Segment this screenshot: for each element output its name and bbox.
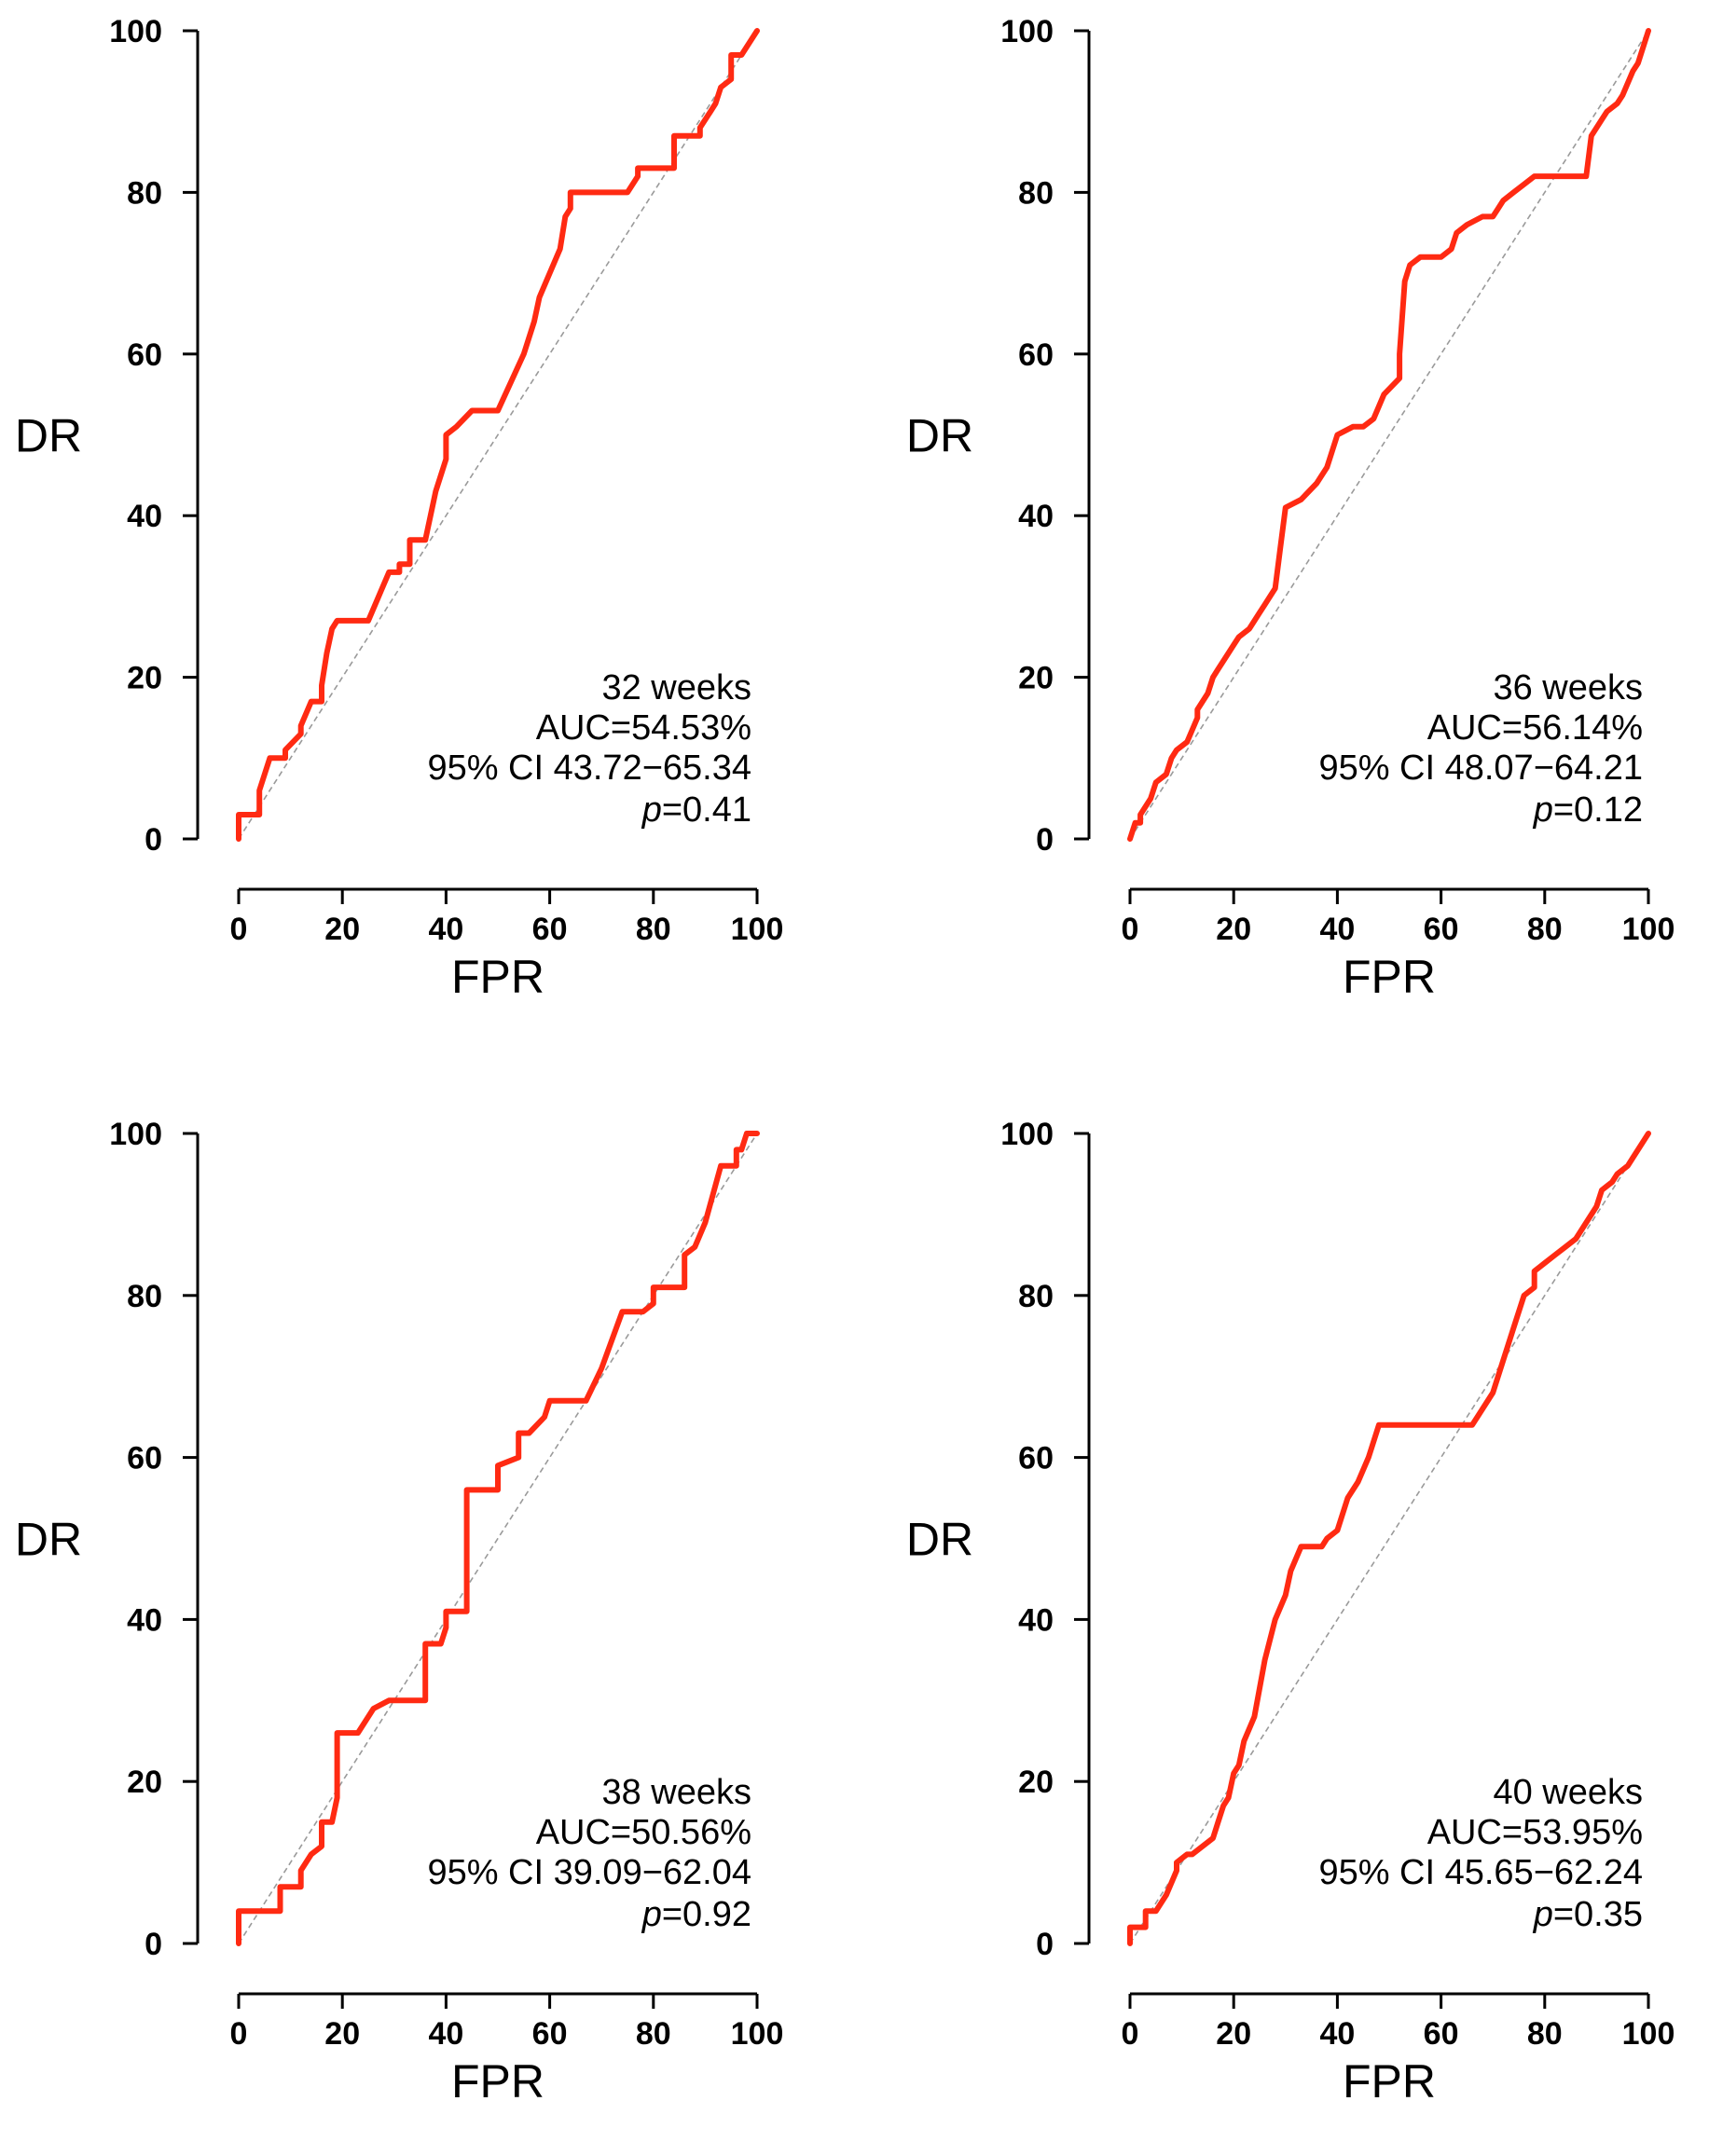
- annotation-weeks: 32 weeks: [601, 668, 751, 707]
- y-tick-label: 80: [127, 1279, 162, 1314]
- y-tick-label: 20: [127, 1765, 162, 1800]
- x-tick-label: 0: [230, 2016, 248, 2052]
- x-tick-label: 20: [1216, 2016, 1251, 2052]
- x-tick-label: 60: [532, 912, 568, 947]
- y-axis-title: DR: [15, 410, 82, 462]
- roc-panel-2: 0 20 40 60 80 100 0 20 40 60 80 100 DR FPR 36 weeksAUC…: [906, 14, 1675, 1003]
- y-axis-title: DR: [906, 1514, 973, 1566]
- reference-diagonal: [1129, 1133, 1649, 1944]
- x-tick-label: 0: [1122, 2016, 1139, 2052]
- y-tick-label: 60: [1018, 337, 1054, 373]
- y-tick-label: 80: [1018, 1279, 1054, 1314]
- roc-panel-1: 0 20 40 60 80 100 0 20 40 60 80 100 DR FPR 32 weeksAUC…: [15, 14, 783, 1003]
- annotation-p-value: p=0.12: [1533, 790, 1643, 830]
- roc-curve: [1127, 1131, 1651, 1946]
- y-tick-label: 40: [127, 499, 162, 534]
- reference-diagonal: [238, 30, 758, 840]
- x-tick-label: 100: [1622, 912, 1675, 947]
- p-value: =0.92: [662, 1895, 751, 1934]
- annotation-ci: 95% CI 45.65−62.24: [1318, 1853, 1643, 1892]
- annotation-weeks: 40 weeks: [1493, 1773, 1643, 1812]
- x-tick-label: 60: [1424, 912, 1459, 947]
- y-tick-label: 40: [127, 1602, 162, 1638]
- p-value: =0.35: [1553, 1895, 1643, 1934]
- y-tick-label: 100: [1000, 14, 1054, 49]
- y-tick-label: 100: [109, 14, 162, 49]
- x-tick-label: 60: [1424, 2016, 1459, 2052]
- roc-curve: [236, 28, 760, 842]
- roc-panel-4: 0 20 40 60 80 100 0 20 40 60 80 100 DR FPR 40 weeksAUC…: [906, 1117, 1675, 2108]
- roc-curve: [1127, 28, 1651, 842]
- y-tick-label: 20: [1018, 661, 1054, 696]
- y-tick-label: 100: [1000, 1117, 1054, 1152]
- annotation-weeks: 38 weeks: [601, 1773, 751, 1812]
- reference-diagonal: [238, 1133, 758, 1944]
- x-tick-label: 100: [731, 2016, 784, 2052]
- x-axis-title: FPR: [1343, 2055, 1436, 2108]
- x-tick-label: 40: [1319, 912, 1355, 947]
- y-tick-label: 0: [1036, 1927, 1054, 1962]
- x-tick-label: 80: [1527, 912, 1563, 947]
- y-tick-label: 0: [1036, 822, 1054, 858]
- x-tick-label: 20: [324, 912, 360, 947]
- annotation-auc: AUC=53.95%: [1427, 1813, 1643, 1852]
- x-tick-label: 0: [1122, 912, 1139, 947]
- annotation-p-value: p=0.35: [1533, 1895, 1643, 1934]
- annotation-p-value: p=0.92: [641, 1895, 751, 1934]
- x-axis-title: FPR: [1343, 951, 1436, 1003]
- y-axis-title: DR: [15, 1514, 82, 1566]
- y-tick-label: 20: [1018, 1765, 1054, 1800]
- x-axis-title: FPR: [451, 2055, 544, 2108]
- annotation-auc: AUC=50.56%: [536, 1813, 751, 1852]
- y-tick-label: 20: [127, 661, 162, 696]
- p-value: =0.41: [662, 790, 751, 830]
- y-tick-label: 0: [145, 1927, 162, 1962]
- y-axis-title: DR: [906, 410, 973, 462]
- annotation-weeks: 36 weeks: [1493, 668, 1643, 707]
- reference-diagonal: [1129, 30, 1649, 840]
- p-symbol: p: [641, 790, 662, 830]
- p-symbol: p: [641, 1895, 662, 1934]
- annotation-ci: 95% CI 43.72−65.34: [427, 748, 751, 788]
- x-tick-label: 20: [324, 2016, 360, 2052]
- y-tick-label: 40: [1018, 499, 1054, 534]
- y-tick-label: 100: [109, 1117, 162, 1152]
- x-tick-label: 100: [731, 912, 784, 947]
- y-tick-label: 80: [127, 175, 162, 211]
- x-tick-label: 40: [1319, 2016, 1355, 2052]
- x-tick-label: 100: [1622, 2016, 1675, 2052]
- x-tick-label: 80: [636, 912, 671, 947]
- y-tick-label: 60: [127, 337, 162, 373]
- annotation-ci: 95% CI 39.09−62.04: [427, 1853, 751, 1892]
- x-tick-label: 60: [532, 2016, 568, 2052]
- y-tick-label: 60: [1018, 1441, 1054, 1476]
- x-tick-label: 80: [636, 2016, 671, 2052]
- y-tick-label: 0: [145, 822, 162, 858]
- y-tick-label: 40: [1018, 1602, 1054, 1638]
- roc-panel-3: 0 20 40 60 80 100 0 20 40 60 80 100 DR FPR 38 weeksAUC…: [15, 1117, 783, 2108]
- x-tick-label: 80: [1527, 2016, 1563, 2052]
- y-tick-label: 80: [1018, 175, 1054, 211]
- p-symbol: p: [1533, 1895, 1553, 1934]
- roc-curve: [236, 1131, 760, 1946]
- annotation-auc: AUC=56.14%: [1427, 708, 1643, 748]
- x-axis-title: FPR: [451, 951, 544, 1003]
- annotation-p-value: p=0.41: [641, 790, 751, 830]
- y-tick-label: 60: [127, 1441, 162, 1476]
- p-symbol: p: [1533, 790, 1553, 830]
- annotation-ci: 95% CI 48.07−64.21: [1318, 748, 1643, 788]
- p-value: =0.12: [1553, 790, 1643, 830]
- x-tick-label: 0: [230, 912, 248, 947]
- annotation-auc: AUC=54.53%: [536, 708, 751, 748]
- x-tick-label: 40: [428, 912, 463, 947]
- x-tick-label: 20: [1216, 912, 1251, 947]
- x-tick-label: 40: [428, 2016, 463, 2052]
